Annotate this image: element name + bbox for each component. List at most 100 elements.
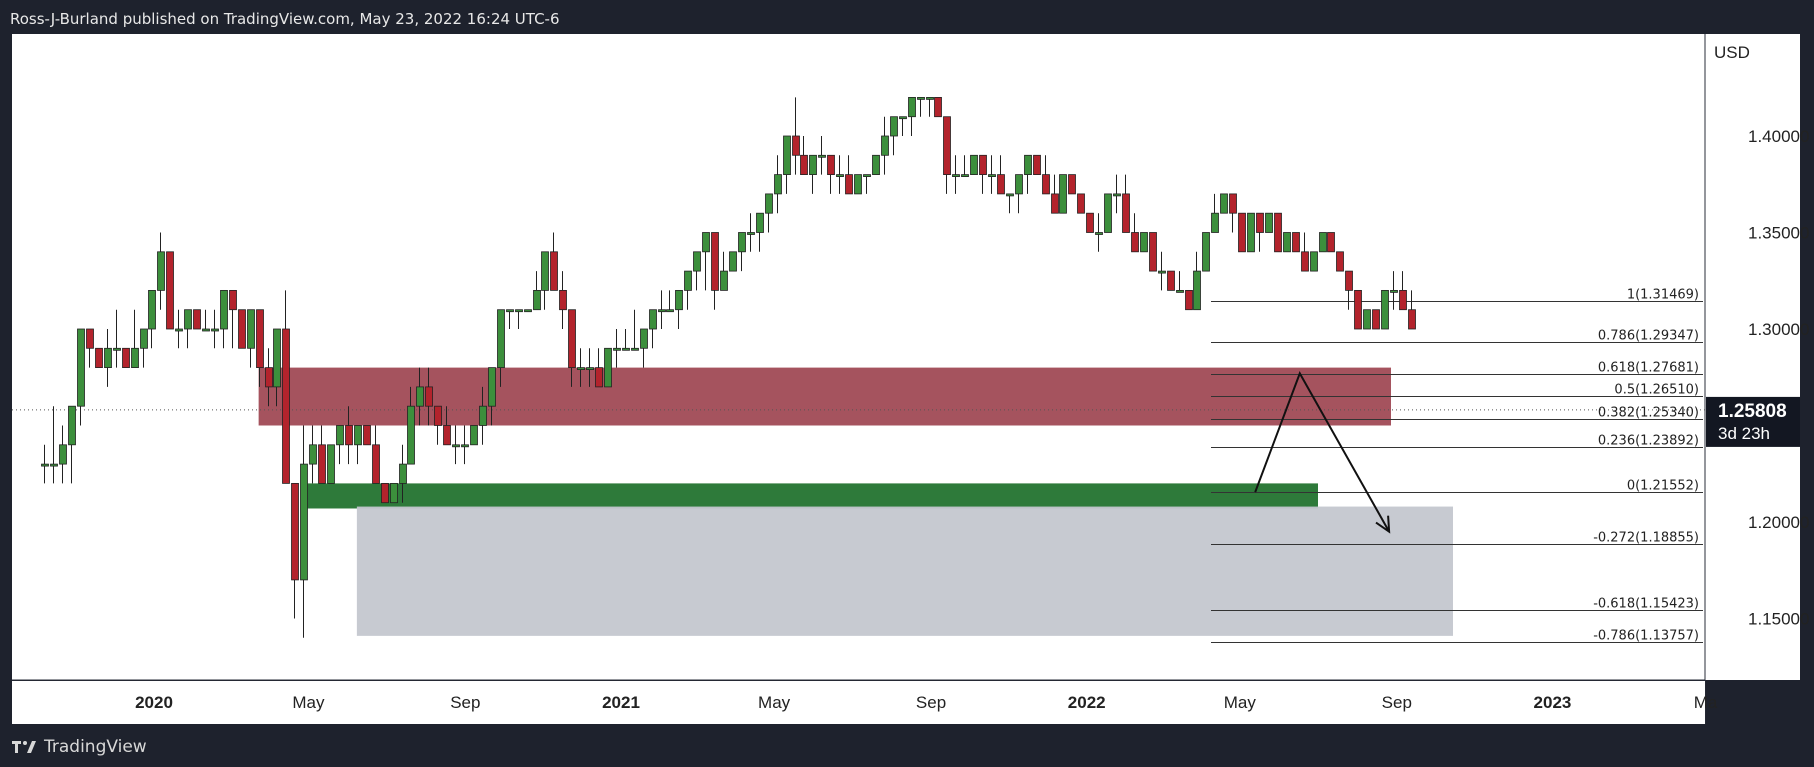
candle-body bbox=[50, 463, 58, 467]
candle-body bbox=[140, 328, 148, 349]
candle-body bbox=[407, 405, 415, 465]
candle-body bbox=[309, 444, 317, 465]
candle-body bbox=[247, 309, 255, 349]
candle-body bbox=[595, 367, 603, 388]
candle-body bbox=[1301, 251, 1309, 272]
candle-body bbox=[524, 309, 532, 313]
candle-body bbox=[336, 425, 344, 446]
candle-body bbox=[1122, 193, 1130, 233]
candle-body bbox=[282, 328, 290, 484]
candle-body bbox=[1113, 193, 1121, 197]
candle-body bbox=[327, 444, 335, 484]
candle-body bbox=[381, 482, 389, 504]
candle-body bbox=[658, 309, 666, 313]
candle-body bbox=[1283, 232, 1291, 253]
candle-body bbox=[845, 174, 853, 195]
time-tick-7: May bbox=[1224, 693, 1257, 712]
candle-body bbox=[1202, 232, 1210, 272]
candle-body bbox=[211, 328, 219, 332]
candle-body bbox=[1292, 232, 1300, 253]
candle-body bbox=[684, 270, 692, 291]
candle-body bbox=[577, 367, 585, 371]
projection-arrowhead bbox=[1375, 515, 1391, 534]
candle-body bbox=[1274, 212, 1282, 253]
candle-body bbox=[1051, 193, 1059, 214]
candle-body bbox=[1104, 193, 1112, 233]
candle-body bbox=[809, 154, 817, 176]
time-tick-3: 2021 bbox=[602, 693, 640, 712]
candle-body bbox=[488, 367, 496, 407]
candle-body bbox=[77, 328, 85, 407]
candle-body bbox=[1354, 289, 1362, 330]
candle-body bbox=[184, 309, 192, 330]
candle-body bbox=[854, 174, 862, 195]
tradingview-logo[interactable]: TradingView bbox=[12, 737, 147, 757]
projection-path bbox=[1254, 371, 1390, 533]
candle-body bbox=[59, 444, 67, 465]
candle-body bbox=[899, 116, 907, 120]
candle-body bbox=[961, 174, 969, 178]
candle-body bbox=[265, 367, 273, 388]
candle-body bbox=[1086, 212, 1094, 233]
candle-body bbox=[1256, 212, 1264, 233]
candle-body bbox=[1158, 270, 1166, 274]
candle-body bbox=[836, 174, 844, 178]
candle-body bbox=[720, 270, 728, 291]
tradingview-logo-icon bbox=[12, 741, 36, 753]
candle-body bbox=[273, 328, 281, 388]
candle-body bbox=[1390, 289, 1398, 293]
time-tick-10: Ma bbox=[1694, 693, 1718, 712]
candle-body bbox=[202, 328, 210, 332]
time-tick-4: May bbox=[758, 693, 791, 712]
candle-body bbox=[220, 289, 228, 330]
candle-body bbox=[613, 347, 621, 351]
fib-label-5: 0.236(1.23892) bbox=[1598, 434, 1699, 449]
time-tick-0: 2020 bbox=[135, 693, 173, 712]
time-tick-5: Sep bbox=[916, 693, 946, 712]
candle-body bbox=[1059, 174, 1067, 214]
candle-body bbox=[1131, 232, 1139, 253]
candle-body bbox=[881, 135, 889, 156]
candle-body bbox=[550, 251, 558, 291]
candle-body bbox=[970, 154, 978, 176]
candle-body bbox=[1167, 270, 1175, 291]
fib-label-3: 0.5(1.26510) bbox=[1614, 383, 1699, 398]
candle-body bbox=[363, 425, 371, 446]
candle-body bbox=[792, 135, 800, 156]
candle-body bbox=[434, 405, 442, 426]
candle-body bbox=[1042, 174, 1050, 195]
candle-body bbox=[113, 347, 121, 351]
candle-body bbox=[765, 193, 773, 214]
candle-body bbox=[1220, 193, 1228, 214]
candle-body bbox=[1408, 309, 1416, 330]
candle-body bbox=[1229, 193, 1237, 214]
last-price-badge bbox=[1706, 396, 1800, 447]
candle-body bbox=[1265, 212, 1273, 233]
candle-body bbox=[41, 463, 49, 467]
candle-body bbox=[1319, 232, 1327, 253]
candle-body bbox=[738, 232, 746, 253]
candle-body bbox=[1238, 212, 1246, 253]
candle-body bbox=[399, 463, 407, 484]
candle-body bbox=[229, 289, 237, 311]
candle-body bbox=[479, 405, 487, 426]
candle-body bbox=[1033, 154, 1041, 176]
time-tick-2: Sep bbox=[450, 693, 480, 712]
candle-body bbox=[148, 289, 156, 330]
candle-body bbox=[533, 289, 541, 311]
fib-label-2: 0.618(1.27681) bbox=[1598, 361, 1699, 376]
candle-body bbox=[693, 251, 701, 272]
price-tick-2: 1.30000 bbox=[1748, 320, 1809, 339]
fib-label-0: 1(1.31469) bbox=[1627, 288, 1699, 303]
candle-body bbox=[943, 116, 951, 175]
target-zone bbox=[356, 506, 1453, 636]
candle-body bbox=[917, 97, 925, 100]
candle-body bbox=[827, 154, 835, 176]
candle-body bbox=[783, 135, 791, 175]
candle-body bbox=[863, 174, 871, 178]
candle-body bbox=[1024, 154, 1032, 176]
candle-body bbox=[774, 174, 782, 195]
candle-body bbox=[729, 251, 737, 272]
candle-body bbox=[952, 174, 960, 178]
